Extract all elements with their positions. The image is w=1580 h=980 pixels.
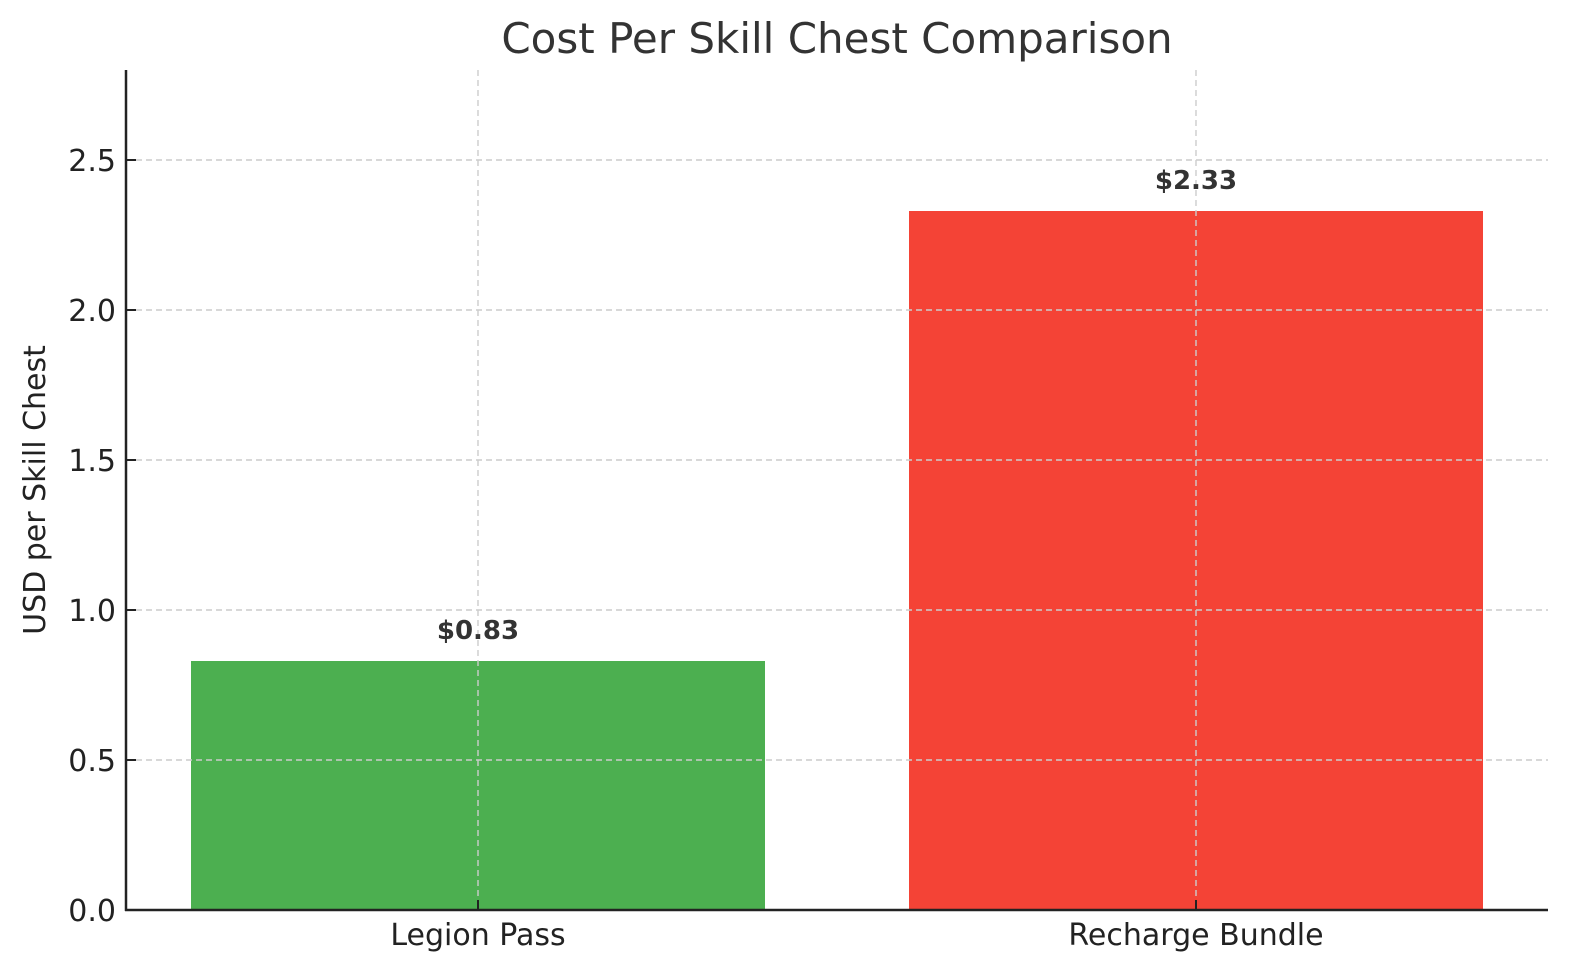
y-tick-label: 2.0 xyxy=(68,294,116,329)
y-tick-label: 1.0 xyxy=(68,594,116,629)
y-tick-label: 2.5 xyxy=(68,144,116,179)
chart-title: Cost Per Skill Chest Comparison xyxy=(501,14,1172,63)
y-axis-label: USD per Skill Chest xyxy=(18,345,53,635)
x-tick-label: Recharge Bundle xyxy=(1068,918,1323,953)
data-label: $0.83 xyxy=(437,616,519,646)
x-tick-label: Legion Pass xyxy=(390,918,565,953)
y-tick-label: 1.5 xyxy=(68,444,116,479)
y-tick-label: 0.0 xyxy=(68,894,116,929)
data-label: $2.33 xyxy=(1155,166,1237,196)
y-tick-label: 0.5 xyxy=(68,744,116,779)
